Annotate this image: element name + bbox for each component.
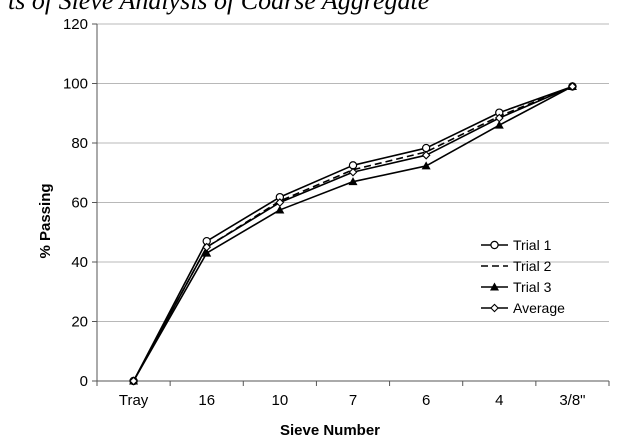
data-point-trial-3 <box>275 205 285 214</box>
data-point-trial-3 <box>202 248 212 257</box>
series-line-trial-2 <box>132 85 573 382</box>
data-point-average <box>494 113 504 123</box>
series-line-trial-3 <box>132 85 573 382</box>
x-tick-label: 16 <box>198 392 215 409</box>
data-point-average <box>568 82 577 91</box>
legend-marker-average <box>490 303 499 313</box>
y-tick-label: 20 <box>71 314 88 331</box>
y-tick-label: 0 <box>80 373 88 390</box>
series-line-average <box>132 85 573 382</box>
y-tick-label: 40 <box>71 254 88 271</box>
legend: Trial 1 Trial 2 Trial 3 Average <box>481 237 565 316</box>
data-point-average <box>348 167 358 177</box>
legend-item-average: Average <box>481 300 565 316</box>
data-point-average <box>275 198 285 207</box>
series-line-trial-1 <box>132 85 573 382</box>
legend-item-trial-2: Trial 2 <box>481 258 552 274</box>
chart-title-fragment: ts of Sieve Analysis of Coarse Aggregate <box>8 0 617 16</box>
series-group <box>129 81 577 386</box>
series-trial-3 <box>129 81 577 385</box>
legend-label-trial-3: Trial 3 <box>513 279 552 295</box>
x-tick-label: 4 <box>495 392 503 409</box>
y-tick-label: 100 <box>63 76 88 93</box>
y-axis-label: % Passing <box>37 183 54 258</box>
x-tick-label: 6 <box>422 392 430 409</box>
legend-marker-trial-1 <box>490 240 499 250</box>
series-trial-1 <box>129 82 577 386</box>
x-tick-label: 7 <box>349 392 357 409</box>
data-point-average <box>421 150 431 160</box>
y-tick-label: 120 <box>63 16 88 33</box>
axes <box>92 23 610 386</box>
x-axis-label: Sieve Number <box>280 422 380 439</box>
y-tick-label: 80 <box>71 135 88 152</box>
data-point-average <box>129 376 138 386</box>
legend-label-average: Average <box>513 300 565 316</box>
legend-label-trial-1: Trial 1 <box>513 237 552 253</box>
x-tick-labels: Tray 16 10 7 6 4 3/8" <box>119 392 586 409</box>
series-average <box>129 82 577 386</box>
y-tick-labels: 0 20 40 60 80 100 120 <box>63 16 88 390</box>
legend-item-trial-1: Trial 1 <box>481 237 552 253</box>
data-point-trial-3 <box>348 177 358 186</box>
data-point-trial-3 <box>494 120 504 129</box>
x-tick-label: 10 <box>272 392 289 409</box>
legend-label-trial-2: Trial 2 <box>513 258 552 274</box>
chart-title-text: ts of Sieve Analysis of Coarse Aggregate <box>8 0 430 15</box>
data-point-trial-3 <box>421 161 431 170</box>
series-trial-2 <box>132 85 573 382</box>
x-tick-label: Tray <box>119 392 149 409</box>
legend-item-trial-3: Trial 3 <box>481 279 552 295</box>
legend-marker-trial-3 <box>490 282 499 291</box>
data-point-average <box>202 242 212 252</box>
gridlines <box>97 23 609 322</box>
x-tick-label: 3/8" <box>559 392 585 409</box>
y-tick-label: 60 <box>71 195 88 212</box>
